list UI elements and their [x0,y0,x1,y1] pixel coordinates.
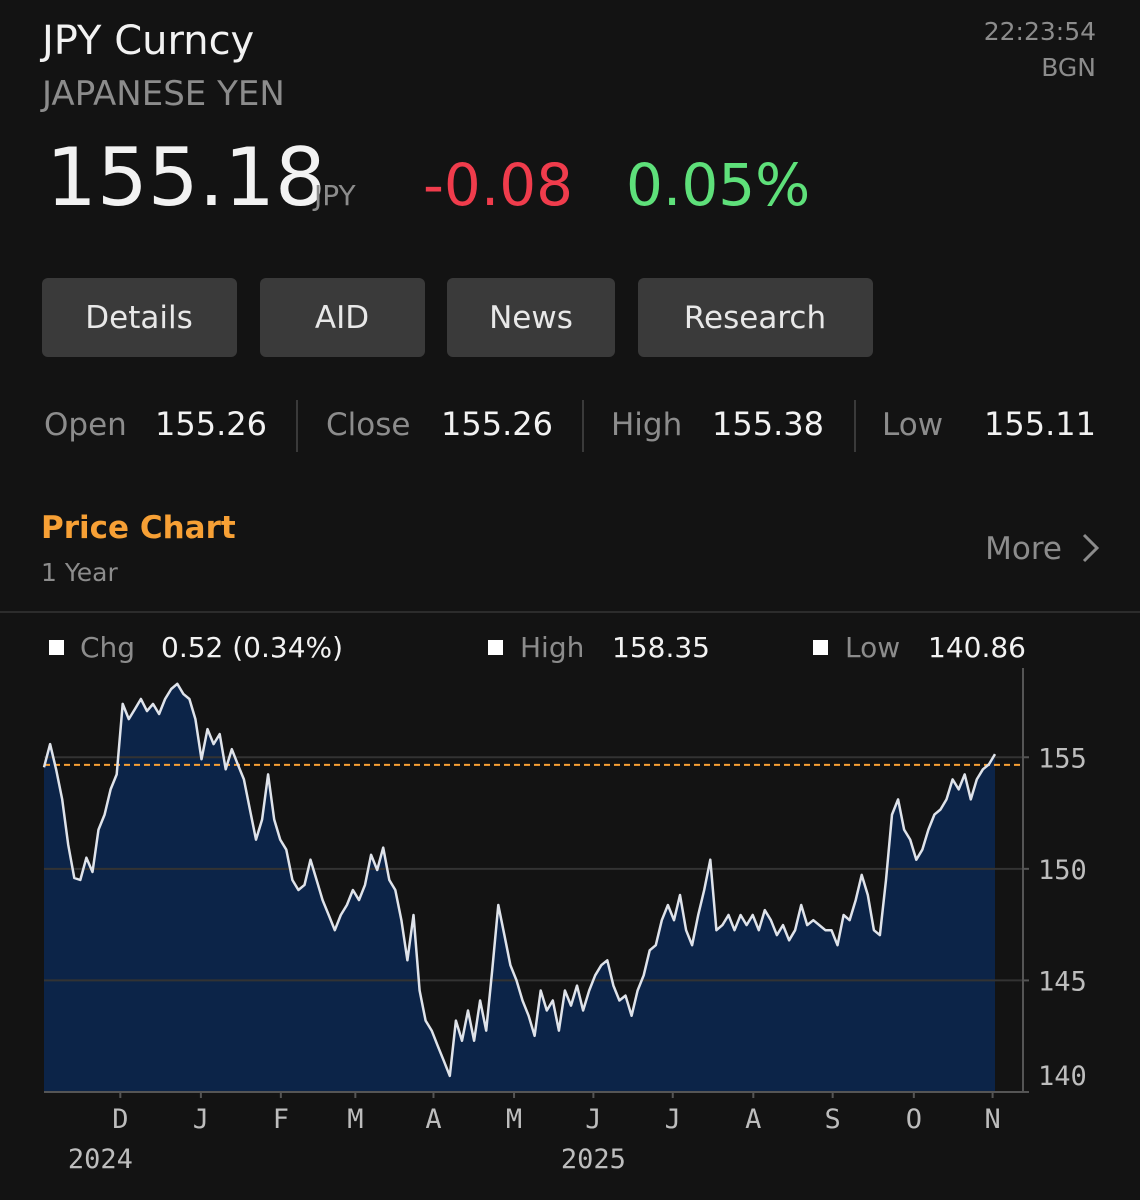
x-tick-label: M [347,1104,363,1135]
legend-swatch [813,640,828,655]
stat-label: High [611,407,682,443]
chevron[interactable] [1082,533,1100,563]
stat-value: 155.38 [712,405,824,443]
stat-value: 155.11 [984,405,1096,443]
stat-value: 155.26 [155,405,267,443]
legend-label: High [520,631,584,664]
x-tick-label: N [984,1104,1000,1135]
stat-label: Low [882,407,943,443]
x-tick-label: J [193,1104,209,1135]
price-chart: Chg 0.52 (0.34%) High 158.35 Low 140.86 140 145… [42,631,1087,1175]
research-button[interactable] [638,278,873,357]
legend-swatch [49,640,64,655]
change-pct: 0.05% [626,151,810,219]
stat-label: Open [44,407,127,443]
subtitle: JAPANESE YEN [40,74,285,114]
x-tick-label: J [585,1104,601,1135]
button-label[interactable]: AID [315,300,369,336]
title: JPY Curncy [39,18,254,64]
legend-value: 0.52 (0.34%) [161,631,343,664]
x-tick-label: S [825,1104,841,1135]
year-label: 2025 [561,1144,626,1175]
legend-label: Low [845,631,900,664]
more-link[interactable]: More [985,531,1062,567]
x-tick-label: O [906,1104,922,1135]
aid-button[interactable] [260,278,425,357]
button-label[interactable]: Research [684,300,826,336]
legend-value: 158.35 [612,631,710,664]
line [42,682,997,1078]
y-tick-label: 145 [1038,966,1087,997]
x-tick-label: A [425,1104,441,1135]
stat-value: 155.26 [441,405,553,443]
source: BGN [1041,53,1096,82]
details-button[interactable] [42,278,237,357]
button-label[interactable]: Details [85,300,192,336]
change: -0.08 [423,151,573,219]
section-title: Price Chart [41,510,236,546]
section-period: 1 Year [41,558,119,587]
button-label[interactable]: News [489,300,573,336]
time: 22:23:54 [984,17,1096,46]
currency: JPY [312,179,357,212]
y-tick-label: 140 [1038,1061,1087,1092]
legend-label: Chg [80,631,135,664]
x-tick-label: J [665,1104,681,1135]
legend-value: 140.86 [928,631,1026,664]
x-tick-label: D [112,1104,128,1135]
news-button[interactable] [447,278,615,357]
stat-label: Close [326,407,410,443]
x-tick-label: M [506,1104,522,1135]
year-label: 2024 [68,1144,133,1175]
price: 155.18 [46,131,326,224]
y-tick-label: 150 [1038,855,1087,886]
x-tick-label: A [745,1104,761,1135]
x-tick-label: F [273,1104,289,1135]
area [44,683,995,1092]
y-tick-label: 155 [1038,743,1087,774]
legend-swatch [488,640,503,655]
